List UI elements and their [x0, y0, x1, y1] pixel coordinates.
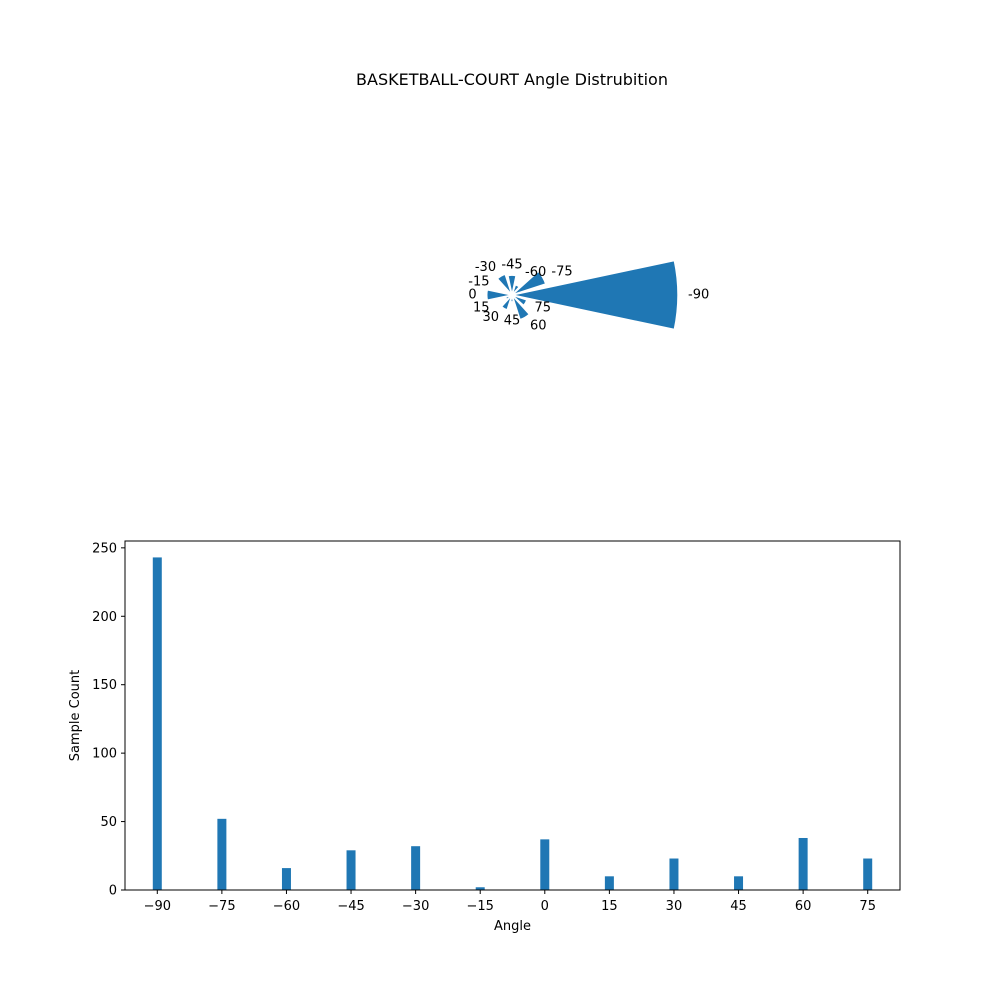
bar: [669, 858, 679, 890]
bar: [863, 858, 873, 890]
polar-wedge: [500, 294, 513, 311]
bar-chart: −90 −75 −60 −45 −30 −15 0 15 30 45 60 75 0 50 100 150 20…: [68, 540, 901, 934]
x-tick-label: −75: [208, 899, 235, 914]
x-tick-label: 30: [666, 899, 683, 914]
y-tick-label: 0: [109, 884, 117, 899]
x-axis-label: Angle: [494, 919, 531, 934]
bar: [734, 876, 744, 890]
bar: [475, 887, 485, 890]
polar-tick-label: 0: [468, 288, 476, 303]
polar-tick-label: -90: [688, 288, 709, 303]
bar: [217, 818, 227, 890]
polar-wedge: [511, 294, 528, 307]
polar-tick-label: 75: [535, 301, 552, 316]
polar-tick-label: -30: [475, 260, 496, 275]
x-tick-label: 45: [730, 899, 747, 914]
bar: [152, 557, 162, 890]
x-tick-label: −45: [337, 899, 364, 914]
x-tick-label: 60: [795, 899, 812, 914]
bar: [798, 837, 808, 890]
x-tick-label: −30: [402, 899, 429, 914]
polar-tick-label: 60: [530, 319, 547, 334]
bar: [411, 846, 421, 890]
bar: [604, 876, 614, 890]
x-tick-label: 0: [541, 899, 549, 914]
polar-wedge: [506, 274, 518, 296]
bar: [346, 850, 356, 890]
chart-title: BASKETBALL-COURT Angle Distrubition: [356, 70, 668, 89]
polar-tick-label: -15: [468, 275, 489, 290]
polar-tick-label: -75: [551, 265, 572, 280]
plot-frame: [124, 540, 901, 891]
polar-tick-label: 15: [473, 301, 490, 316]
y-axis-label: Sample Count: [68, 670, 83, 761]
y-tick-label: 100: [92, 747, 117, 762]
y-tick-label: 200: [92, 610, 117, 625]
polar-wedge: [511, 259, 679, 331]
y-tick-label: 50: [100, 815, 117, 830]
x-tick-label: 75: [859, 899, 876, 914]
polar-wedge: [496, 273, 513, 296]
y-tick-label: 250: [92, 541, 117, 556]
y-tick-label: 150: [92, 678, 117, 693]
polar-tick-label: 45: [504, 314, 521, 329]
polar-tick-label: -60: [525, 265, 546, 280]
polar-wedge: [511, 270, 547, 296]
polar-wedge: [511, 283, 521, 296]
x-tick-label: −90: [144, 899, 171, 914]
polar-wedge: [485, 288, 513, 302]
bar: [540, 839, 550, 890]
x-tick-label: −60: [273, 899, 300, 914]
polar-tick-label: 30: [482, 310, 499, 325]
x-tick-label: −15: [466, 899, 493, 914]
x-tick-label: 15: [601, 899, 618, 914]
polar-wedge: [511, 294, 531, 321]
bar: [281, 868, 291, 890]
polar-tick-label: -45: [501, 258, 522, 273]
